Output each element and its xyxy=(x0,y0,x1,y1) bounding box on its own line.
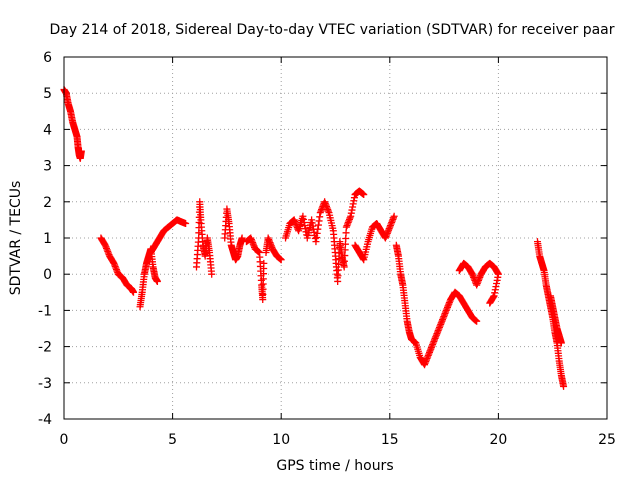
data-point xyxy=(473,317,481,325)
data-point xyxy=(486,299,494,307)
chart-title: Day 214 of 2018, Sidereal Day-to-day VTE… xyxy=(49,22,614,38)
data-points xyxy=(60,86,568,390)
x-tick-label: 5 xyxy=(168,432,177,448)
y-tick-label: -3 xyxy=(38,376,52,392)
plot-frame xyxy=(63,56,608,420)
x-tick-label: 20 xyxy=(489,432,507,448)
grid xyxy=(64,57,607,419)
y-tick-label: 6 xyxy=(43,50,52,66)
data-point xyxy=(208,270,216,278)
tick-labels: 0 5 10 15 20 25 -4 -3 -2 -1 0 1 2 3 4 5 6 xyxy=(38,50,616,448)
y-axis-label: SDTVAR / TECUs xyxy=(8,181,24,296)
y-tick-label: 5 xyxy=(43,86,52,102)
y-tick-label: 0 xyxy=(43,267,52,283)
data-point xyxy=(277,256,285,264)
data-point xyxy=(130,288,138,296)
data-point xyxy=(182,220,190,228)
y-tick-label: -4 xyxy=(38,412,52,428)
data-point xyxy=(260,259,268,267)
data-point xyxy=(153,277,161,285)
x-axis-label: GPS time / hours xyxy=(276,458,393,474)
x-tick-label: 0 xyxy=(60,432,69,448)
data-point xyxy=(238,234,246,242)
x-tick-label: 10 xyxy=(272,432,290,448)
x-tick-label: 25 xyxy=(598,432,616,448)
x-tick-label: 15 xyxy=(381,432,399,448)
data-point xyxy=(560,382,568,390)
y-tick-label: -2 xyxy=(38,340,52,356)
data-point xyxy=(390,212,398,220)
y-tick-label: 1 xyxy=(43,231,52,247)
y-tick-label: -1 xyxy=(38,303,52,319)
y-tick-label: 2 xyxy=(43,195,52,211)
data-point xyxy=(557,339,565,347)
y-tick-label: 4 xyxy=(43,122,52,138)
data-point xyxy=(360,191,368,199)
y-tick-label: 3 xyxy=(43,159,52,175)
data-point xyxy=(77,147,85,155)
